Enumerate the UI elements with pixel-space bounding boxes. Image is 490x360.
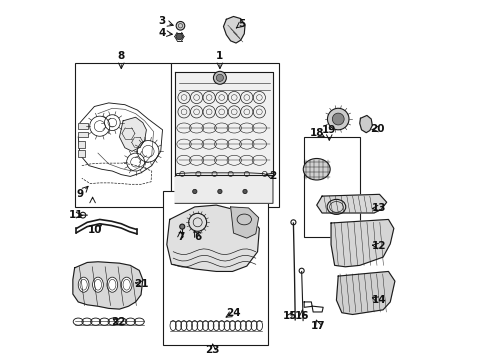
Bar [172,63,279,207]
Circle shape [218,189,222,194]
Polygon shape [73,262,143,309]
Text: 3: 3 [158,17,166,27]
Polygon shape [331,220,394,267]
Polygon shape [167,205,259,271]
Text: 6: 6 [194,232,201,242]
Ellipse shape [93,277,103,292]
Text: 22: 22 [112,317,126,327]
Circle shape [214,71,226,84]
Circle shape [193,189,197,194]
Text: 12: 12 [372,241,387,251]
Circle shape [176,33,183,40]
Polygon shape [120,117,147,151]
Bar [304,137,360,237]
Bar [77,149,85,157]
Text: 20: 20 [370,124,385,134]
Text: 8: 8 [118,51,125,61]
Ellipse shape [78,277,89,292]
Circle shape [176,22,185,30]
Text: 18: 18 [310,128,324,138]
Text: 9: 9 [76,189,84,199]
Circle shape [327,108,349,130]
Text: 2: 2 [270,171,276,181]
Bar [74,63,172,207]
Bar [77,123,88,129]
Text: 13: 13 [372,203,387,213]
Text: 21: 21 [134,279,149,289]
Text: 11: 11 [69,210,83,220]
Polygon shape [175,173,273,203]
Bar [163,191,269,345]
Text: 19: 19 [322,125,337,135]
Text: 1: 1 [216,51,223,61]
Text: 16: 16 [295,311,310,321]
Ellipse shape [303,158,330,180]
Circle shape [216,74,223,81]
Ellipse shape [122,277,132,292]
Polygon shape [175,72,273,175]
Text: 5: 5 [238,19,245,29]
Text: 14: 14 [372,295,387,305]
Text: 24: 24 [226,308,241,318]
Circle shape [243,189,247,194]
Text: 23: 23 [205,345,220,355]
Polygon shape [360,116,372,133]
Text: 15: 15 [283,311,297,321]
Polygon shape [231,207,259,238]
Circle shape [180,224,185,229]
Text: 4: 4 [158,28,166,38]
Ellipse shape [107,277,118,292]
Text: 10: 10 [88,225,102,235]
Polygon shape [317,194,387,213]
Text: 7: 7 [177,232,184,242]
Bar [77,132,88,136]
Bar [77,140,85,148]
Text: 17: 17 [311,321,326,331]
Circle shape [332,113,344,125]
Polygon shape [223,17,245,43]
Polygon shape [337,271,395,315]
